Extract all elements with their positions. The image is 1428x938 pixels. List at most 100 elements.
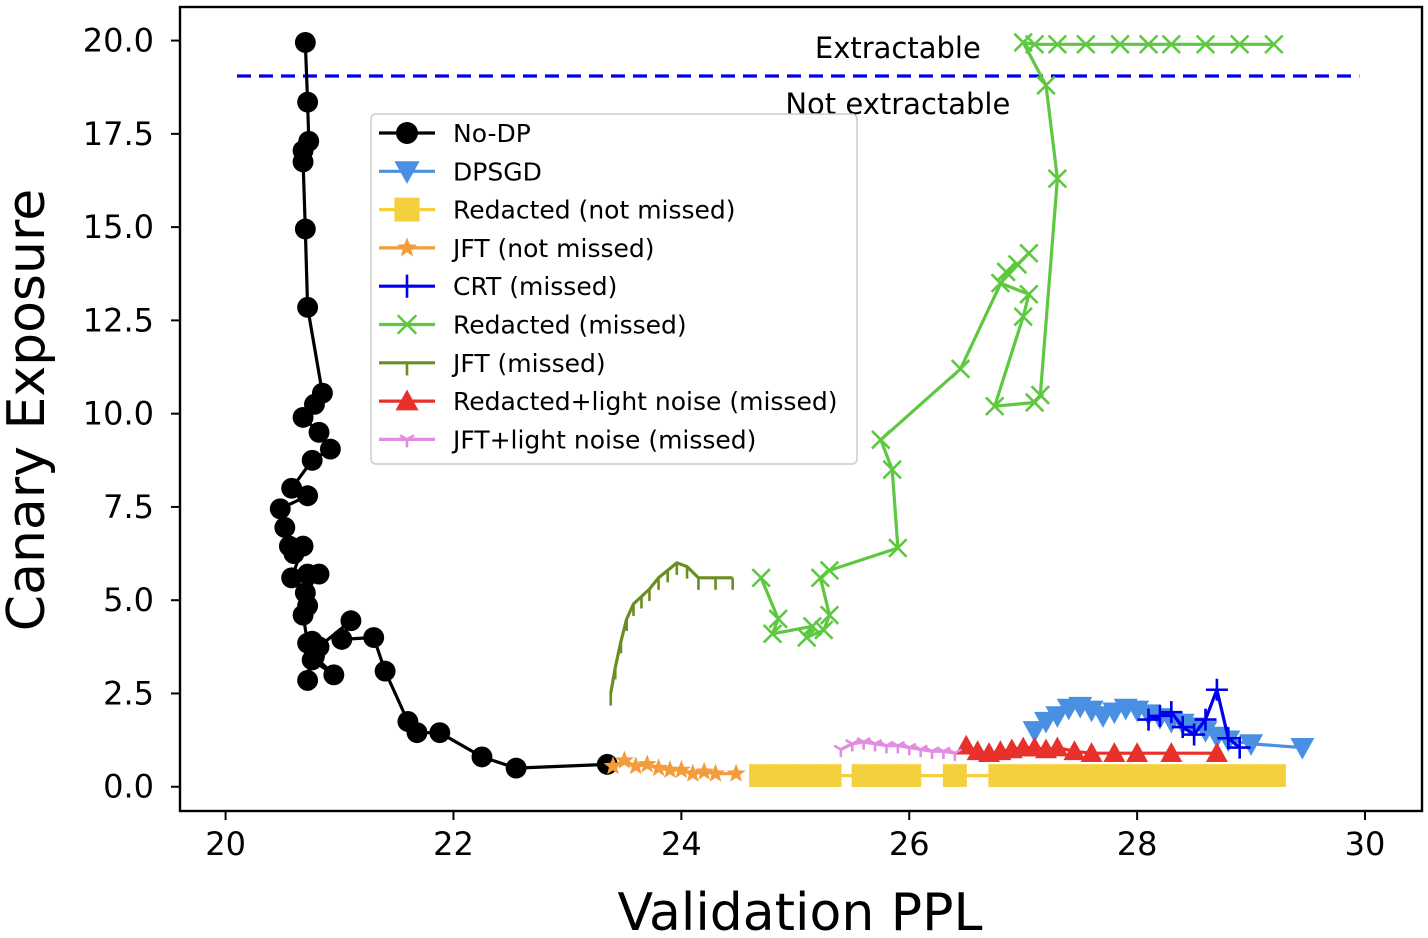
- data-point-jft-light-noise-missed: [913, 744, 928, 758]
- data-point-redacted-missed: [1229, 34, 1250, 55]
- data-point-jft-not-missed: [637, 754, 657, 773]
- data-point-jft-not-missed: [660, 760, 680, 779]
- data-point-redacted-missed: [751, 568, 771, 588]
- data-point-redacted-not-missed: [1011, 764, 1036, 787]
- legend-label: Redacted+light noise (missed): [453, 387, 837, 416]
- legend-label: CRT (missed): [453, 272, 617, 301]
- y-tick-label: 7.5: [103, 488, 154, 526]
- series-redacted-not-missed: [749, 764, 1286, 787]
- series-jft-missed: [609, 561, 734, 706]
- data-point-no-dp: [297, 296, 319, 318]
- legend: No-DP DPSGD Redacted (not missed) JFT (not …: [370, 113, 858, 465]
- data-point-redacted-missed: [1024, 392, 1045, 413]
- data-point-no-dp: [281, 567, 303, 589]
- data-point-redacted-missed: [1047, 34, 1068, 55]
- data-point-redacted-missed: [1076, 34, 1096, 55]
- legend-label: Redacted (not missed): [453, 196, 736, 225]
- data-point-redacted-missed: [1036, 75, 1056, 96]
- data-point-no-dp: [297, 485, 319, 507]
- legend-entry-jft-not-missed: JFT (not missed): [379, 234, 655, 263]
- data-point-no-dp: [297, 669, 319, 691]
- data-point-jft-not-missed: [649, 758, 669, 777]
- data-point-jft-light-noise-missed: [947, 748, 963, 761]
- data-point-redacted-missed: [882, 459, 902, 480]
- data-point-redacted-not-missed: [897, 764, 922, 787]
- data-point-jft-not-missed: [603, 756, 623, 775]
- plot-frame: [178, 5, 1424, 813]
- data-point-no-dp: [292, 604, 314, 626]
- data-point-redacted-light-noise-missed: [1126, 742, 1149, 762]
- data-point-redacted-missed: [802, 616, 823, 637]
- legend-box: [370, 113, 858, 465]
- y-tick-label: 5.0: [103, 581, 154, 619]
- series-crt-missed: [1137, 678, 1251, 759]
- series-redacted-light-noise-missed: [955, 734, 1228, 762]
- data-point-dpsgd: [1045, 706, 1070, 728]
- data-point-redacted-not-missed: [1102, 764, 1127, 787]
- legend-label: No-DP: [453, 119, 531, 148]
- x-tick-label: 20: [205, 825, 246, 863]
- series-jft-not-missed: [603, 750, 746, 782]
- data-point-no-dp: [429, 722, 451, 744]
- data-point-redacted-not-missed: [874, 764, 899, 787]
- y-axis-title: Canary Exposure: [0, 189, 57, 631]
- data-point-redacted-missed: [950, 359, 971, 379]
- data-point-dpsgd: [1079, 700, 1104, 723]
- data-point-redacted-not-missed: [749, 764, 774, 787]
- data-point-no-dp: [274, 517, 296, 538]
- legend-marker: [395, 389, 419, 411]
- data-point-jft-not-missed: [706, 763, 726, 782]
- legend-entry-redacted-light-noise-missed: Redacted+light noise (missed): [379, 387, 837, 416]
- data-point-jft-not-missed: [683, 763, 703, 782]
- data-point-jft-not-missed: [726, 763, 746, 782]
- legend-marker: [397, 237, 417, 257]
- data-point-redacted-missed: [1013, 32, 1033, 53]
- data-point-redacted-not-missed: [942, 764, 967, 787]
- data-point-redacted-light-noise-missed: [1205, 742, 1228, 762]
- data-point-jft-light-noise-missed: [924, 746, 940, 759]
- data-point-redacted-missed: [990, 273, 1011, 293]
- annotation-extractable: Extractable: [815, 31, 981, 65]
- data-point-redacted-missed: [819, 605, 840, 625]
- data-point-no-dp: [505, 757, 527, 779]
- series-redacted-missed: [751, 32, 1284, 648]
- data-point-redacted-not-missed: [1239, 764, 1264, 787]
- y-tick-label: 12.5: [83, 301, 154, 339]
- legend-entry-jft-light-noise-missed: JFT+light noise (missed): [379, 425, 756, 454]
- data-point-crt-missed: [1217, 727, 1240, 750]
- series-line-jft-missed: [609, 561, 733, 694]
- data-point-no-dp: [269, 498, 291, 520]
- data-point-redacted-missed: [814, 620, 834, 640]
- data-point-redacted-missed: [1195, 34, 1216, 55]
- x-axis-title: Validation PPL: [618, 883, 983, 938]
- y-tick-label: 15.0: [83, 208, 154, 246]
- legend-entry-jft-missed: JFT (missed): [379, 349, 606, 378]
- series-jft-light-noise-missed: [833, 737, 963, 761]
- data-point-redacted-not-missed: [1056, 764, 1081, 787]
- legend-entry-redacted-not-missed: Redacted (not missed): [379, 196, 736, 225]
- data-point-redacted-missed: [810, 568, 831, 588]
- legend-label: Redacted (missed): [453, 311, 687, 340]
- x-tick-label: 26: [889, 825, 930, 863]
- data-point-no-dp: [301, 449, 323, 471]
- y-tick-label: 10.0: [83, 395, 154, 433]
- data-point-dpsgd: [1022, 721, 1047, 743]
- data-point-jft-light-noise-missed: [856, 737, 871, 750]
- data-point-crt-missed: [1148, 704, 1171, 727]
- data-point-jft-not-missed: [694, 761, 714, 780]
- data-point-redacted-light-noise-missed: [1160, 742, 1183, 762]
- data-point-jft-light-noise-missed: [901, 742, 917, 756]
- data-point-jft-light-noise-missed: [890, 740, 906, 754]
- data-point-no-dp: [294, 31, 316, 53]
- data-point-jft-light-noise-missed: [936, 746, 951, 759]
- data-point-redacted-missed: [1007, 254, 1028, 275]
- data-point-jft-light-noise-missed: [833, 744, 849, 758]
- data-point-no-dp: [308, 636, 330, 658]
- data-point-redacted-not-missed: [1147, 764, 1172, 787]
- data-point-redacted-missed: [984, 396, 1005, 416]
- data-point-redacted-not-missed: [851, 764, 876, 787]
- data-point-no-dp: [292, 406, 314, 428]
- legend-label: JFT (not missed): [451, 234, 655, 263]
- data-point-jft-light-noise-missed: [844, 738, 860, 752]
- data-point-crt-missed: [1194, 708, 1217, 731]
